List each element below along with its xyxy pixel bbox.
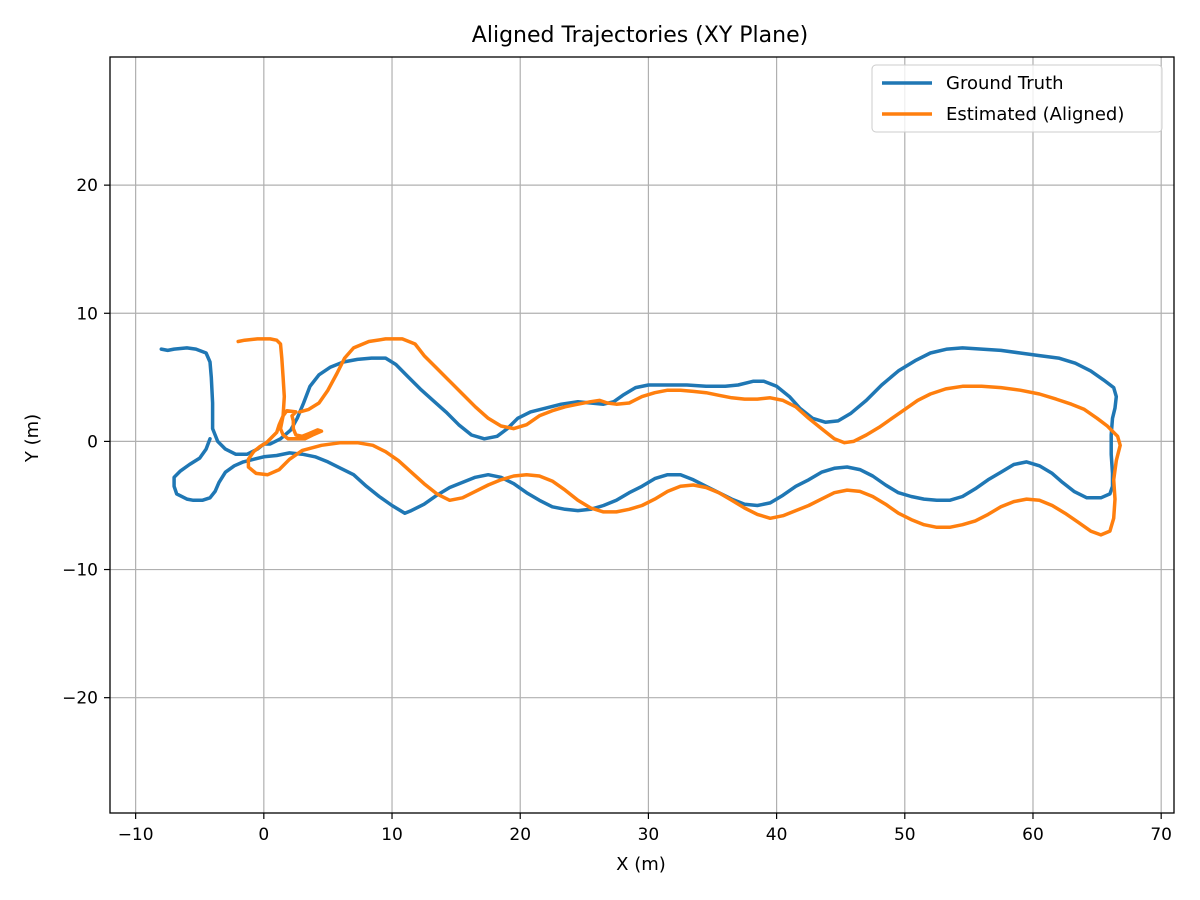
- plot-series: [159, 337, 1122, 537]
- legend: Ground Truth Estimated (Aligned): [871, 64, 1163, 133]
- legend-box: [871, 64, 1163, 133]
- x-tick-label: 70: [1150, 825, 1172, 845]
- legend-label-estimated: Estimated (Aligned): [946, 104, 1124, 125]
- legend-label-ground-truth: Ground Truth: [946, 73, 1064, 94]
- chart-title: Aligned Trajectories (XY Plane): [472, 23, 808, 48]
- plot-area-frame: [109, 56, 1175, 814]
- y-tick-label: 10: [76, 304, 98, 324]
- x-tick-label: 10: [381, 825, 403, 845]
- y-tick-label: −20: [62, 689, 98, 709]
- axis-ticks: −10 0 10 20 30 40 50 60 70 −20 −10 0 10 20: [62, 176, 1172, 845]
- estimated-aligned-trajectory: [236, 337, 1122, 537]
- grid: [110, 57, 1174, 813]
- ground-truth-trajectory: [159, 346, 1119, 515]
- x-axis-label: X (m): [616, 854, 666, 875]
- x-tick-label: 0: [258, 825, 269, 845]
- y-tick-label: 0: [87, 432, 98, 452]
- y-tick-label: −10: [62, 561, 98, 581]
- x-tick-label: 20: [509, 825, 531, 845]
- x-tick-label: 40: [766, 825, 788, 845]
- x-tick-label: 50: [894, 825, 916, 845]
- x-tick-label: 30: [638, 825, 660, 845]
- y-axis-label: Y (m): [22, 414, 43, 463]
- y-tick-label: 20: [76, 176, 98, 196]
- x-tick-label: 60: [1022, 825, 1044, 845]
- x-tick-label: −10: [118, 825, 154, 845]
